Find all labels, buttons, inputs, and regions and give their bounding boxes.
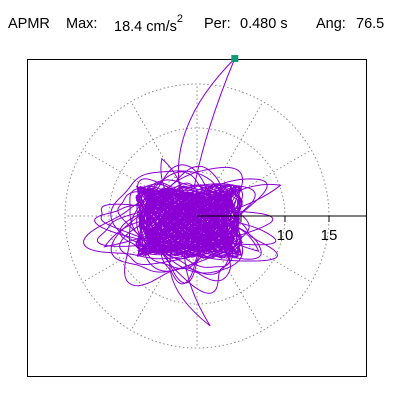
plot-frame bbox=[27, 59, 367, 377]
orbit-excursion-4 bbox=[188, 219, 260, 252]
max-unit: cm/s bbox=[146, 18, 177, 35]
max-value-group: 18.4 cm/s2 bbox=[114, 13, 183, 35]
orbit-excursion-5 bbox=[160, 157, 190, 222]
grid-spoke-120 bbox=[130, 101, 176, 179]
grid-spoke-210 bbox=[82, 237, 160, 283]
max-label: Max: bbox=[66, 16, 98, 32]
peak-marker-group bbox=[231, 55, 239, 63]
grid-spoke-300 bbox=[218, 253, 264, 331]
max-unit-exponent: 2 bbox=[176, 13, 183, 25]
period-label: Per: bbox=[204, 16, 231, 32]
radial-ticks: 10 15 bbox=[240, 216, 338, 244]
radial-tick-label-10: 10 bbox=[277, 227, 294, 244]
angle-value: 76.5 bbox=[356, 16, 385, 32]
max-value: 18.4 bbox=[114, 18, 143, 35]
grid-spoke-150 bbox=[82, 149, 160, 195]
orbit-excursion-6 bbox=[188, 183, 282, 222]
grid-spoke-30 bbox=[234, 149, 312, 195]
grid-spoke-330 bbox=[234, 237, 312, 283]
peak-marker bbox=[231, 55, 239, 63]
orbit-excursion-3 bbox=[103, 218, 190, 248]
grid-spoke-60 bbox=[218, 101, 264, 179]
period-value: 0.480 s bbox=[240, 16, 288, 32]
orbit-trace bbox=[83, 58, 282, 327]
orbit-excursion-2 bbox=[169, 220, 211, 327]
radial-tick-label-15: 15 bbox=[321, 227, 338, 244]
angle-label: Ang: bbox=[316, 16, 346, 32]
grid-spoke-240 bbox=[130, 253, 176, 331]
component-label: APMR bbox=[8, 16, 50, 32]
